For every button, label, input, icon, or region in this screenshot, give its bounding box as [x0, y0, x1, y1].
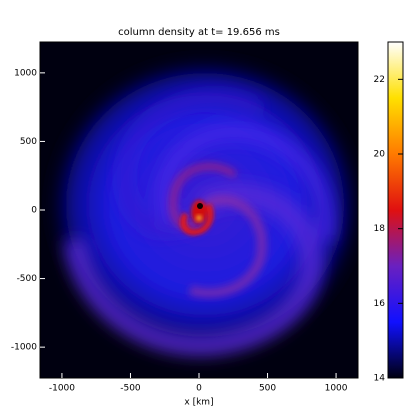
y-tick-label: 1000 — [14, 68, 37, 78]
colorbar-tick-label: 18 — [374, 224, 386, 234]
x-tick-label: -1000 — [49, 384, 75, 394]
colorbar-tick-label: 14 — [374, 374, 386, 384]
x-tick-label: -500 — [120, 384, 141, 394]
y-tick-label: -500 — [17, 274, 38, 284]
x-axis-label: x [km] — [184, 398, 213, 408]
colorbar-tick-label: 22 — [374, 75, 385, 85]
chart-title: column density at t= 19.656 ms — [118, 27, 280, 38]
x-tick-label: 0 — [196, 384, 202, 394]
x-tick-label: 1000 — [325, 384, 348, 394]
y-tick-label: 500 — [20, 137, 37, 147]
density-image — [40, 42, 358, 378]
x-tick-label: 500 — [259, 384, 276, 394]
colorbar-tick-label: 20 — [374, 150, 386, 160]
y-tick-label: 0 — [31, 206, 37, 216]
colorbar — [387, 41, 404, 379]
colorbar-tick-label: 16 — [374, 299, 386, 309]
y-tick-label: -1000 — [11, 343, 37, 353]
